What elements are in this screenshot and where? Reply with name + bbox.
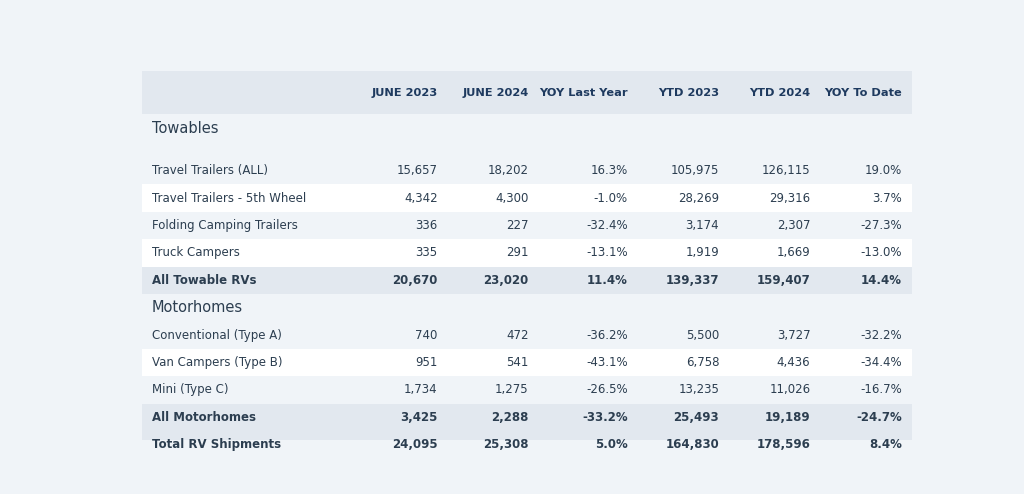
Text: 951: 951 bbox=[415, 356, 437, 369]
Text: Travel Trailers (ALL): Travel Trailers (ALL) bbox=[152, 164, 268, 177]
Text: 2,307: 2,307 bbox=[777, 219, 811, 232]
Text: 335: 335 bbox=[416, 247, 437, 259]
Text: 291: 291 bbox=[506, 247, 528, 259]
FancyBboxPatch shape bbox=[142, 431, 912, 458]
Text: -33.2%: -33.2% bbox=[583, 411, 628, 424]
Text: 3,727: 3,727 bbox=[777, 329, 811, 341]
Text: 3,425: 3,425 bbox=[400, 411, 437, 424]
Text: 19.0%: 19.0% bbox=[864, 164, 902, 177]
Text: 11.4%: 11.4% bbox=[587, 274, 628, 287]
Text: 4,436: 4,436 bbox=[777, 356, 811, 369]
Text: Total RV Shipments: Total RV Shipments bbox=[152, 438, 281, 451]
FancyBboxPatch shape bbox=[142, 71, 912, 115]
Text: 5.0%: 5.0% bbox=[595, 438, 628, 451]
Text: 19,189: 19,189 bbox=[765, 411, 811, 424]
Text: Truck Campers: Truck Campers bbox=[152, 247, 240, 259]
FancyBboxPatch shape bbox=[142, 349, 912, 376]
Text: Mini (Type C): Mini (Type C) bbox=[152, 383, 228, 396]
FancyBboxPatch shape bbox=[142, 212, 912, 239]
Text: -26.5%: -26.5% bbox=[587, 383, 628, 396]
Text: YOY To Date: YOY To Date bbox=[824, 87, 902, 97]
Text: 29,316: 29,316 bbox=[769, 192, 811, 205]
Text: -24.7%: -24.7% bbox=[856, 411, 902, 424]
Text: 105,975: 105,975 bbox=[671, 164, 719, 177]
Text: 24,095: 24,095 bbox=[392, 438, 437, 451]
Text: -32.4%: -32.4% bbox=[587, 219, 628, 232]
Text: 1,275: 1,275 bbox=[496, 383, 528, 396]
FancyBboxPatch shape bbox=[142, 404, 912, 431]
Text: YTD 2024: YTD 2024 bbox=[750, 87, 811, 97]
Text: Travel Trailers - 5th Wheel: Travel Trailers - 5th Wheel bbox=[152, 192, 306, 205]
Text: -43.1%: -43.1% bbox=[587, 356, 628, 369]
FancyBboxPatch shape bbox=[142, 184, 912, 212]
Text: 15,657: 15,657 bbox=[396, 164, 437, 177]
Text: 13,235: 13,235 bbox=[678, 383, 719, 396]
Text: 178,596: 178,596 bbox=[757, 438, 811, 451]
Text: 541: 541 bbox=[507, 356, 528, 369]
Text: 25,493: 25,493 bbox=[674, 411, 719, 424]
Text: 18,202: 18,202 bbox=[487, 164, 528, 177]
FancyBboxPatch shape bbox=[142, 157, 912, 184]
FancyBboxPatch shape bbox=[142, 322, 912, 349]
Text: 6,758: 6,758 bbox=[686, 356, 719, 369]
Text: 3.7%: 3.7% bbox=[872, 192, 902, 205]
Text: 1,919: 1,919 bbox=[685, 247, 719, 259]
Text: 227: 227 bbox=[506, 219, 528, 232]
Text: 472: 472 bbox=[506, 329, 528, 341]
Text: 4,300: 4,300 bbox=[496, 192, 528, 205]
Text: 3,174: 3,174 bbox=[686, 219, 719, 232]
Text: -32.2%: -32.2% bbox=[860, 329, 902, 341]
Text: Folding Camping Trailers: Folding Camping Trailers bbox=[152, 219, 298, 232]
Text: 1,734: 1,734 bbox=[403, 383, 437, 396]
Text: -1.0%: -1.0% bbox=[594, 192, 628, 205]
Text: YTD 2023: YTD 2023 bbox=[658, 87, 719, 97]
Text: -36.2%: -36.2% bbox=[587, 329, 628, 341]
Text: 5,500: 5,500 bbox=[686, 329, 719, 341]
Text: 159,407: 159,407 bbox=[757, 274, 811, 287]
FancyBboxPatch shape bbox=[142, 267, 912, 294]
Text: 336: 336 bbox=[416, 219, 437, 232]
FancyBboxPatch shape bbox=[142, 294, 912, 322]
Text: 2,288: 2,288 bbox=[492, 411, 528, 424]
FancyBboxPatch shape bbox=[142, 115, 912, 142]
Text: -16.7%: -16.7% bbox=[860, 383, 902, 396]
Text: -13.0%: -13.0% bbox=[860, 247, 902, 259]
Text: 8.4%: 8.4% bbox=[869, 438, 902, 451]
Text: Van Campers (Type B): Van Campers (Type B) bbox=[152, 356, 283, 369]
Text: -13.1%: -13.1% bbox=[587, 247, 628, 259]
Text: 25,308: 25,308 bbox=[483, 438, 528, 451]
Text: 4,342: 4,342 bbox=[403, 192, 437, 205]
Text: -34.4%: -34.4% bbox=[860, 356, 902, 369]
Text: 16.3%: 16.3% bbox=[591, 164, 628, 177]
Text: 28,269: 28,269 bbox=[678, 192, 719, 205]
Text: 1,669: 1,669 bbox=[777, 247, 811, 259]
Text: 11,026: 11,026 bbox=[769, 383, 811, 396]
Text: JUNE 2024: JUNE 2024 bbox=[463, 87, 528, 97]
Text: 139,337: 139,337 bbox=[666, 274, 719, 287]
Text: 126,115: 126,115 bbox=[762, 164, 811, 177]
FancyBboxPatch shape bbox=[142, 376, 912, 404]
Text: Conventional (Type A): Conventional (Type A) bbox=[152, 329, 282, 341]
Text: JUNE 2023: JUNE 2023 bbox=[372, 87, 437, 97]
Text: Motorhomes: Motorhomes bbox=[152, 300, 243, 315]
Text: 740: 740 bbox=[415, 329, 437, 341]
Text: 14.4%: 14.4% bbox=[861, 274, 902, 287]
FancyBboxPatch shape bbox=[142, 239, 912, 267]
Text: Towables: Towables bbox=[152, 121, 218, 136]
Text: All Towable RVs: All Towable RVs bbox=[152, 274, 256, 287]
Text: 23,020: 23,020 bbox=[483, 274, 528, 287]
Text: 164,830: 164,830 bbox=[666, 438, 719, 451]
Text: -27.3%: -27.3% bbox=[860, 219, 902, 232]
Text: All Motorhomes: All Motorhomes bbox=[152, 411, 256, 424]
Text: YOY Last Year: YOY Last Year bbox=[540, 87, 628, 97]
Text: 20,670: 20,670 bbox=[392, 274, 437, 287]
